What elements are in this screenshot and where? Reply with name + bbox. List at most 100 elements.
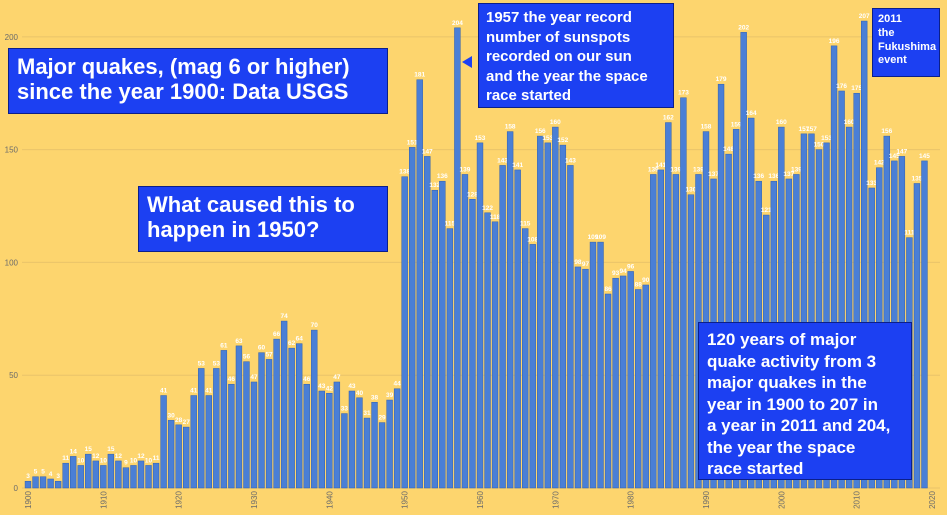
bar	[537, 135, 544, 489]
data-label: 93	[612, 270, 620, 277]
data-label: 139	[460, 166, 471, 173]
annotation-line: event	[878, 54, 907, 67]
data-label: 14	[70, 448, 78, 455]
data-label: 88	[635, 281, 643, 288]
bar	[318, 390, 325, 489]
y-tick-label: 50	[9, 371, 18, 380]
bar	[778, 126, 785, 489]
data-label: 109	[588, 234, 599, 241]
bar	[800, 133, 808, 489]
data-label: 160	[776, 119, 787, 126]
annotation-line: the year the space	[707, 437, 856, 457]
data-label: 11	[153, 455, 160, 462]
data-label: 153	[821, 135, 832, 142]
y-tick-label: 150	[5, 146, 19, 155]
data-label: 137	[783, 171, 794, 178]
bar	[461, 174, 469, 489]
bar	[77, 465, 84, 489]
bar	[815, 149, 823, 489]
data-label: 97	[582, 261, 590, 268]
bar	[198, 368, 205, 489]
data-label: 147	[896, 148, 907, 155]
annotation-line: What caused this to	[147, 192, 355, 217]
data-label: 136	[768, 173, 779, 180]
annotation-arrow	[462, 56, 472, 68]
x-tick-label: 1950	[401, 491, 410, 509]
annotation-line: Fukushima	[878, 40, 937, 53]
bar	[642, 284, 649, 489]
data-label: 41	[205, 388, 213, 395]
data-label: 57	[265, 351, 273, 358]
annotation-line: quake activity from 3	[707, 351, 877, 371]
x-tick-label: 1920	[175, 491, 184, 509]
bar	[220, 350, 228, 489]
bar	[190, 395, 197, 489]
data-label: 53	[213, 360, 221, 367]
annotation-line: Major quakes, (mag 6 or higher)	[17, 54, 350, 79]
x-tick-label: 1900	[24, 491, 33, 509]
data-label: 53	[198, 360, 206, 367]
data-label: 143	[565, 157, 576, 164]
annotation-box: What caused this to happen in 1950?	[138, 186, 388, 252]
bar	[296, 343, 303, 489]
annotation-line: the	[878, 26, 895, 39]
data-label: 115	[520, 221, 531, 228]
bar	[183, 426, 190, 489]
data-label: 147	[422, 148, 433, 155]
bar	[514, 169, 521, 489]
bar	[725, 153, 732, 489]
bar	[861, 20, 868, 489]
bar	[853, 92, 860, 489]
bar	[469, 199, 476, 489]
data-label: 111	[904, 230, 915, 237]
annotation-line: happen in 1950?	[147, 216, 320, 242]
bar	[100, 465, 107, 489]
data-label: 152	[557, 137, 568, 144]
bar	[476, 142, 484, 489]
data-label: 40	[356, 390, 364, 397]
bar	[740, 32, 747, 489]
data-label: 10	[145, 457, 153, 464]
bar	[70, 456, 77, 489]
data-label: 31	[363, 410, 371, 417]
x-tick-label: 1930	[250, 491, 259, 509]
bar	[258, 352, 265, 489]
bar	[213, 368, 220, 489]
data-label: 141	[512, 162, 523, 169]
data-label: 158	[505, 124, 516, 131]
bar	[439, 180, 446, 489]
data-label: 176	[836, 83, 847, 90]
data-label: 136	[753, 173, 764, 180]
data-label: 207	[859, 13, 870, 20]
bar	[348, 390, 356, 489]
x-tick-label: 1990	[702, 491, 711, 509]
bar	[235, 345, 243, 489]
annotation-line: number of sunspots	[486, 28, 631, 46]
data-label: 66	[273, 331, 281, 338]
annotation-box: Major quakes, (mag 6 or higher) since the…	[8, 48, 388, 114]
data-label: 28	[175, 417, 183, 424]
data-label: 64	[296, 336, 304, 343]
data-label: 153	[542, 135, 553, 142]
data-label: 96	[627, 263, 635, 270]
data-label: 139	[791, 166, 802, 173]
data-label: 10	[130, 457, 138, 464]
x-tick-label: 1960	[476, 491, 485, 509]
data-label: 160	[550, 119, 561, 126]
bar	[326, 393, 333, 489]
data-label: 5	[41, 469, 45, 476]
data-label: 39	[386, 392, 394, 399]
annotation-line: race started	[707, 459, 804, 479]
bar	[409, 147, 416, 489]
x-tick-label: 2010	[853, 491, 862, 509]
data-label: 38	[371, 394, 379, 401]
data-label: 158	[701, 124, 712, 131]
data-label: 30	[168, 412, 176, 419]
bar	[24, 480, 32, 489]
bar	[92, 460, 99, 489]
bar	[446, 228, 454, 489]
data-label: 156	[535, 128, 546, 135]
bar	[567, 165, 574, 489]
bar	[280, 320, 288, 489]
